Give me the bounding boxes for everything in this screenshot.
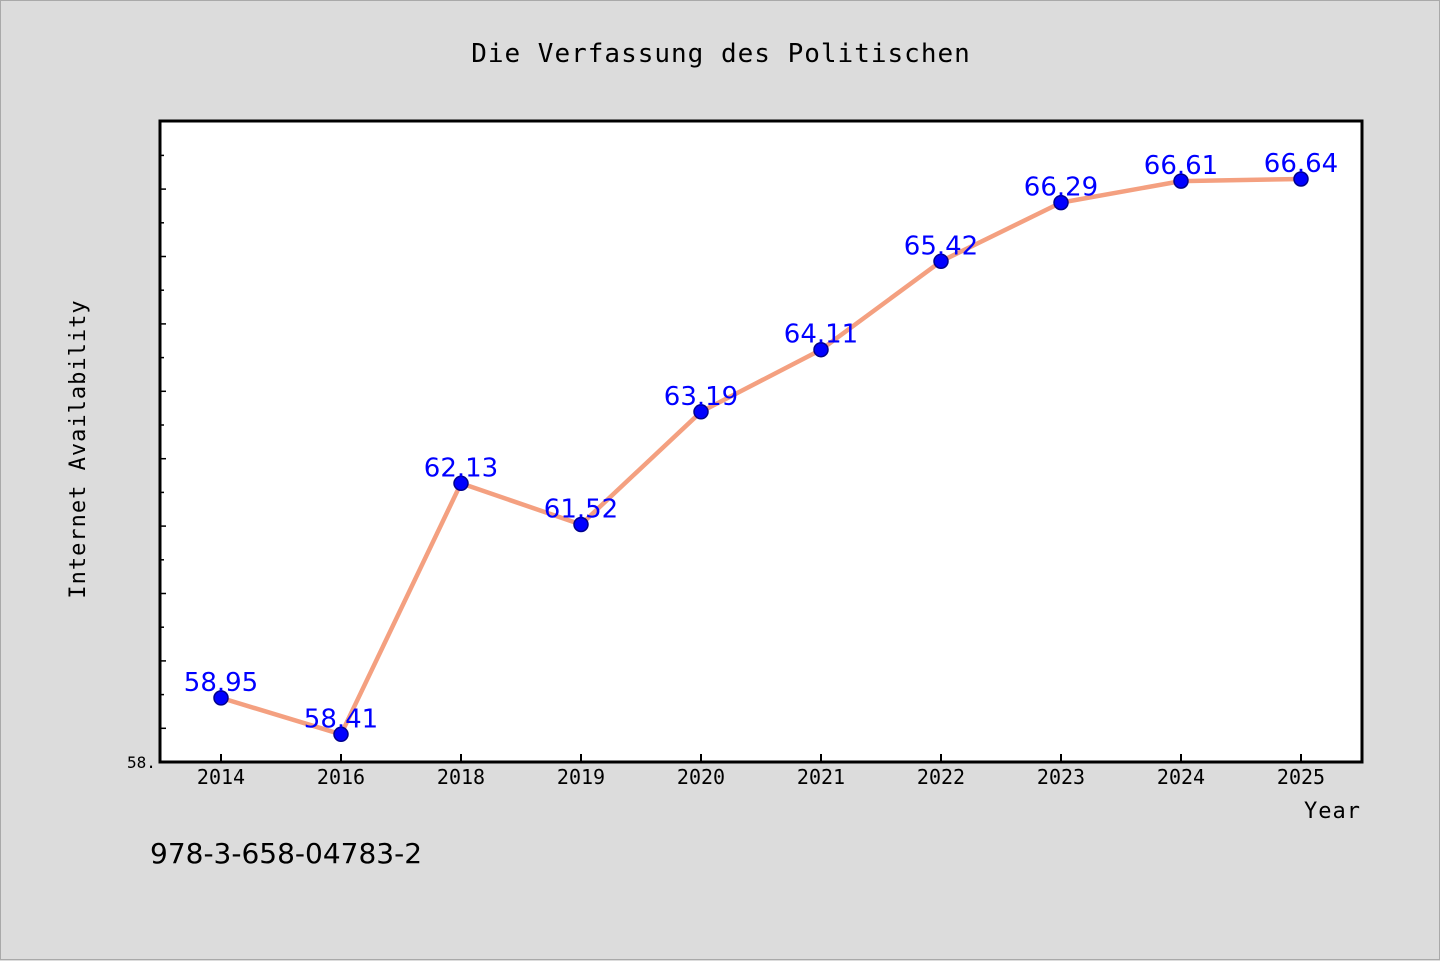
x-tick-label: 2025 xyxy=(1277,765,1325,789)
data-point-label: 58.95 xyxy=(184,668,258,698)
x-tick-label: 2021 xyxy=(797,765,845,789)
isbn-text: 978-3-658-04783-2 xyxy=(150,837,422,870)
data-point-marker xyxy=(453,475,469,492)
data-labels: 58.95 58.41 62.13 61.52 63.19 64.11 65.42 66.29… xyxy=(184,149,1338,734)
data-point-marker xyxy=(213,690,229,706)
data-point-marker xyxy=(813,341,829,358)
x-tick-label: 2022 xyxy=(917,765,965,789)
x-tick-label: 2018 xyxy=(437,765,485,789)
data-point-label: 66.64 xyxy=(1264,149,1338,179)
data-point-label: 58.41 xyxy=(304,704,378,734)
x-axis-tick-labels: 2014 2016 2018 2019 2020 2021 2022 2023 2024 2025 xyxy=(197,765,1325,789)
x-tick-label: 2019 xyxy=(557,765,605,789)
data-point-marker xyxy=(1053,194,1069,211)
data-point-label: 62.13 xyxy=(424,453,498,483)
data-point-label: 64.11 xyxy=(784,320,858,350)
data-markers xyxy=(213,171,1309,743)
x-axis-ticks xyxy=(220,754,1302,762)
data-point-label: 65.42 xyxy=(904,231,978,261)
data-point-marker xyxy=(1173,173,1189,189)
x-tick-label: 2020 xyxy=(677,765,725,789)
x-tick-label: 2023 xyxy=(1037,765,1085,789)
y-axis-label: Internet Availability xyxy=(66,299,91,598)
x-tick-label: 2014 xyxy=(197,765,245,789)
data-point-marker xyxy=(573,516,589,533)
plot-area xyxy=(160,121,1362,762)
data-point-label: 61.52 xyxy=(544,495,618,525)
x-axis-label: Year xyxy=(1304,799,1361,824)
series-line xyxy=(218,176,1304,737)
chart-title: Die Verfassung des Politischen xyxy=(471,39,971,69)
data-point-marker xyxy=(933,253,949,270)
data-point-label: 66.61 xyxy=(1144,151,1218,181)
y-tick-label: 58. xyxy=(127,753,156,772)
data-point-label: 63.19 xyxy=(664,382,738,412)
data-point-marker xyxy=(333,726,349,743)
data-point-marker xyxy=(693,404,709,420)
x-tick-label: 2024 xyxy=(1157,765,1205,789)
plot-frame xyxy=(158,119,1364,764)
data-point-marker xyxy=(1293,171,1309,187)
data-point-label: 66.29 xyxy=(1024,173,1098,203)
x-tick-label: 2016 xyxy=(317,765,365,789)
